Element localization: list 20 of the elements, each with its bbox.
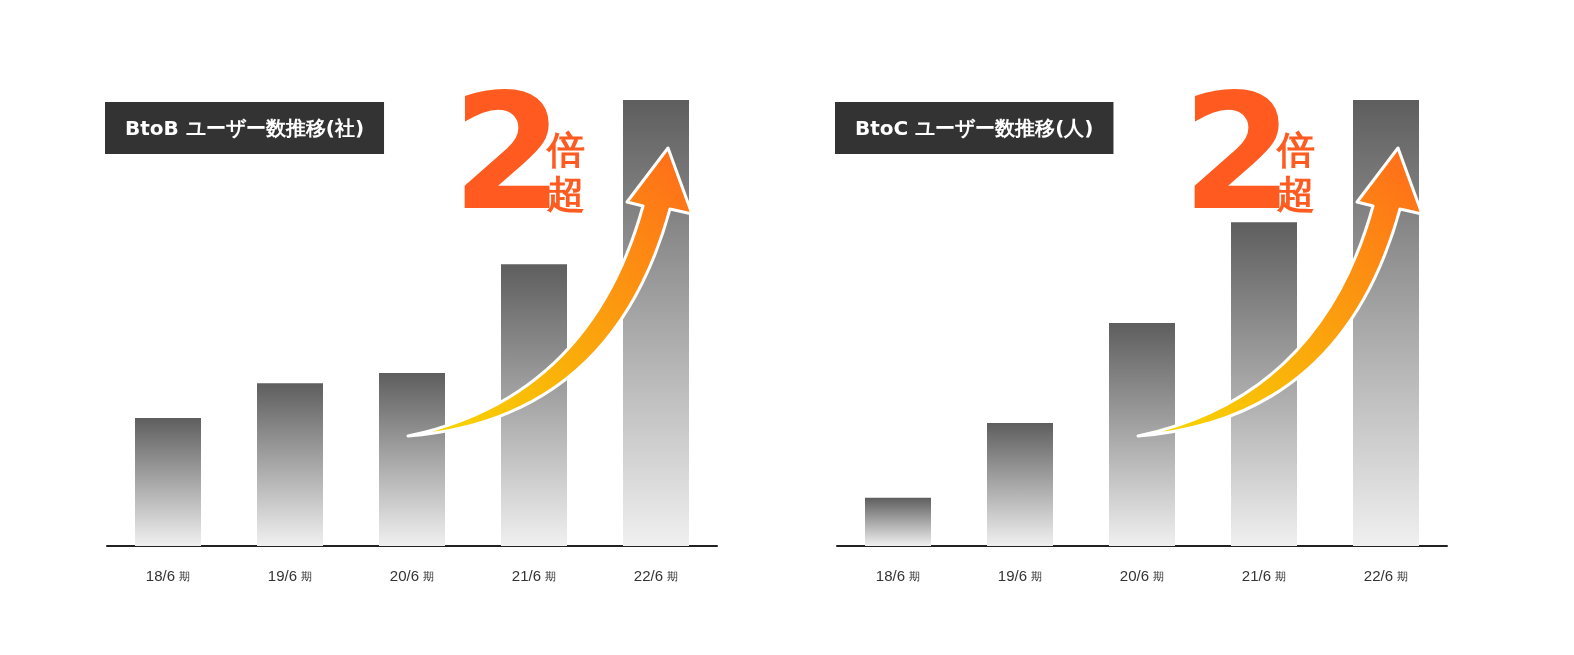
x-tick-label: 18/6 期: [875, 567, 921, 584]
x-tick-label: 18/6 期: [145, 567, 191, 584]
x-tick-label: 20/6 期: [1119, 567, 1165, 584]
x-tick-label: 22/6 期: [633, 567, 679, 584]
x-tick-label: 21/6 期: [511, 567, 557, 584]
bar: [1109, 323, 1175, 546]
bar: [257, 383, 323, 546]
bar: [379, 372, 445, 546]
text: BtoC ユーザー数推移(人): [855, 116, 1094, 140]
text: BtoB ユーザー数推移(社): [125, 116, 365, 140]
bar: [501, 264, 567, 546]
x-tick-label: 22/6 期: [1363, 567, 1409, 584]
bar: [865, 497, 931, 546]
x-tick-label: 19/6 期: [267, 567, 313, 584]
x-tick-label: 21/6 期: [1241, 567, 1287, 584]
x-tick-label: 20/6 期: [389, 567, 435, 584]
x-tick-label: 19/6 期: [997, 567, 1043, 584]
bar: [987, 422, 1053, 546]
bar: [1231, 222, 1297, 546]
bar: [135, 418, 201, 546]
